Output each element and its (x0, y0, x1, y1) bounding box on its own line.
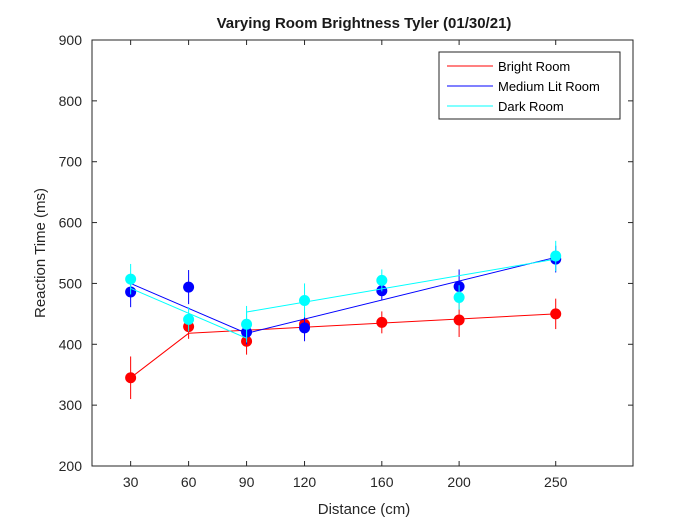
legend-label: Bright Room (498, 59, 570, 74)
x-tick-label: 200 (447, 474, 471, 490)
y-tick-label: 800 (59, 93, 83, 109)
x-tick-label: 120 (293, 474, 317, 490)
y-tick-label: 500 (59, 275, 83, 291)
data-point (550, 308, 562, 320)
y-tick-label: 200 (59, 458, 83, 474)
y-tick-label: 900 (59, 32, 83, 48)
y-tick-label: 300 (59, 397, 83, 413)
data-point (125, 372, 137, 384)
x-tick-label: 250 (544, 474, 568, 490)
x-tick-label: 30 (123, 474, 139, 490)
data-point (453, 291, 465, 303)
data-point (299, 322, 311, 334)
y-tick-label: 700 (59, 154, 83, 170)
legend-label: Medium Lit Room (498, 79, 600, 94)
x-tick-label: 160 (370, 474, 394, 490)
series-trend-line (130, 332, 189, 379)
x-axis-label: Distance (cm) (318, 501, 411, 518)
data-point (550, 250, 562, 262)
legend: Bright Room Medium Lit Room Dark Room (438, 51, 621, 120)
x-tick-label: 90 (239, 474, 255, 490)
y-tick-label: 400 (59, 336, 83, 352)
data-point (376, 274, 388, 286)
series-dark-room (125, 240, 562, 343)
chart-title: Varying Room Brightness Tyler (01/30/21) (217, 15, 512, 32)
data-point (125, 273, 137, 285)
data-point (299, 294, 311, 306)
data-point (241, 318, 253, 330)
legend-label: Dark Room (498, 99, 564, 114)
data-point (376, 316, 388, 328)
y-axis-label: Reaction Time (ms) (32, 188, 49, 318)
y-tick-label: 600 (59, 215, 83, 231)
data-point (183, 281, 195, 293)
x-tick-label: 60 (181, 474, 197, 490)
data-point (453, 314, 465, 326)
data-point (183, 313, 195, 325)
series-layer (125, 240, 562, 400)
